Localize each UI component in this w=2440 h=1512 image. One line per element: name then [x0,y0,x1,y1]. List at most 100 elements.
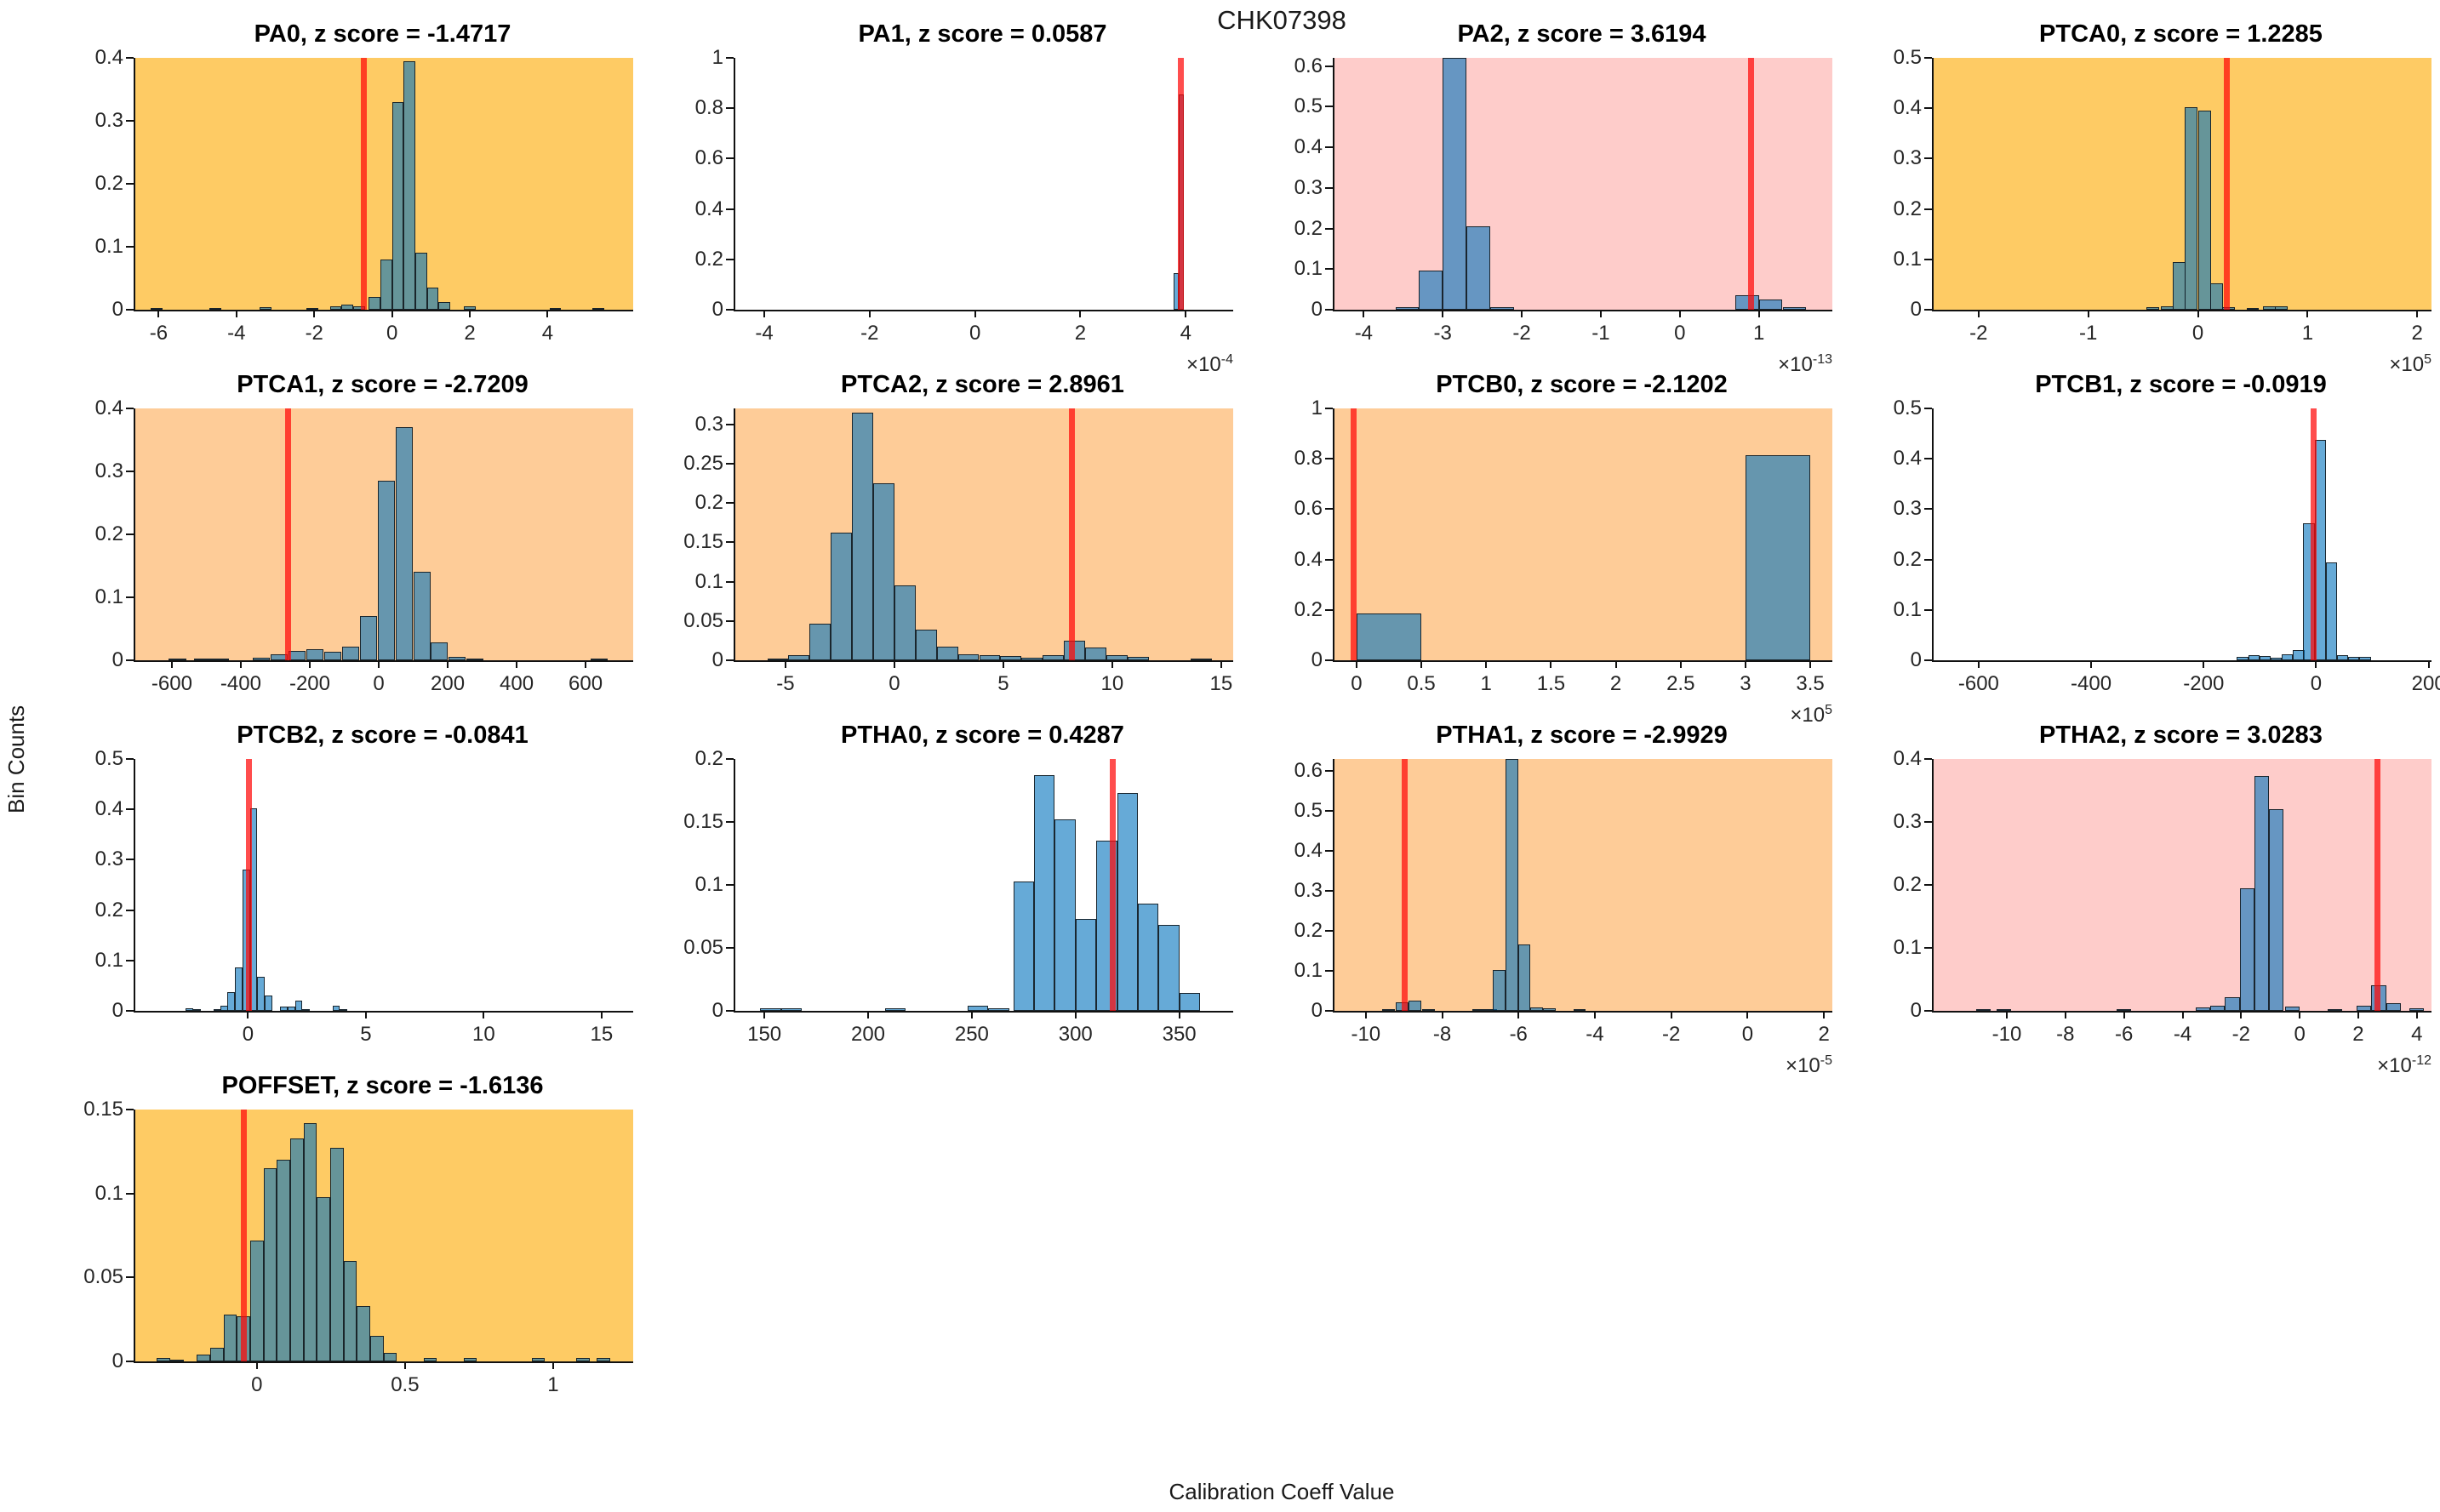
y-tick-mark [726,884,734,886]
y-tick-mark [1924,1010,1932,1012]
y-tick-mark [1924,458,1932,460]
y-tick-label: 0.1 [94,1181,123,1205]
y-tick-label: 0 [711,999,723,1022]
x-tick-label: -4 [1586,1023,1604,1046]
x-tick-mark [2181,1011,2184,1018]
histogram-bar [463,1358,477,1361]
histogram-bar [2386,1003,2401,1011]
x-tick-mark [2416,310,2419,317]
y-tick-mark [1924,558,1932,561]
x-tick-label: 5 [360,1023,372,1046]
histogram-bar [809,623,831,660]
histogram-bar [2282,653,2294,660]
histogram-bar [303,1122,317,1361]
y-tick-label: 0.2 [1893,547,1922,571]
histogram-bar [1734,294,1759,310]
y-tick-label: 0 [1311,648,1323,671]
y-tick-mark [126,309,134,311]
y-tick-label: 0.1 [1294,959,1323,983]
y-tick-mark [1924,608,1932,611]
histogram-bar [317,1196,330,1361]
histogram-bar [1466,226,1490,310]
y-tick-mark [726,947,734,949]
y-tick-label: 0 [111,1349,123,1372]
x-tick-mark [2123,1011,2125,1018]
x-tick-label: -200 [289,672,330,695]
y-tick-mark [1325,890,1333,893]
y-tick-label: 0.2 [94,172,123,195]
histogram-bar [2259,655,2271,660]
subplot-title: PTCA0, z score = 1.2285 [2039,20,2323,48]
histogram-bar [2117,1009,2132,1011]
y-tick-label: 0.15 [683,530,723,554]
axis-exponent-label: ×10-5 [1786,1053,1832,1077]
y-tick-mark [726,758,734,760]
x-tick-label: 0 [2294,1023,2306,1046]
x-tick-mark [255,1361,258,1369]
histogram-bar [185,1008,193,1011]
histogram-bar [1493,969,1506,1011]
y-tick-mark [126,1010,134,1012]
x-tick-mark [970,1011,973,1018]
y-tick-label: 0.2 [694,247,723,271]
x-tick-mark [974,310,976,317]
x-tick-label: 0 [2310,672,2323,695]
z-score-line [285,408,292,660]
x-tick-label: 200 [431,672,466,695]
histogram-bar [340,1008,348,1011]
x-tick-label: 4 [1180,322,1191,345]
histogram-bar [1996,1009,2012,1011]
y-tick-label: 0.05 [683,608,723,632]
y-tick-label: 0.3 [1294,879,1323,903]
x-tick-label: 0 [1674,322,1686,345]
y-tick-label: 0.5 [1893,46,1922,69]
y-tick-label: 0.4 [1294,547,1323,571]
histogram-bar [306,308,318,310]
histogram-bar [1179,993,1200,1011]
histogram-bar [1530,1007,1544,1011]
y-tick-mark [1325,408,1333,409]
histogram-bar [223,1314,237,1361]
y-tick-mark [726,1010,734,1012]
x-tick-label: -1 [1591,322,1610,345]
x-tick-label: 2 [2352,1023,2364,1046]
x-tick-label: 300 [1058,1023,1093,1046]
x-tick-label: -2 [305,322,323,345]
x-tick-label: 200 [2411,672,2440,695]
axis-exponent-label: ×10-4 [1186,352,1233,376]
histogram-bar [915,629,937,660]
histogram-bar [431,642,449,660]
histogram-bar [423,1358,437,1361]
histogram-bar [1471,1009,1485,1011]
histogram-bar [2348,656,2360,660]
y-tick-mark [1924,258,1932,260]
x-tick-mark [1679,660,1682,668]
z-score-line [1747,58,1754,310]
histogram-bar [263,1168,277,1361]
y-tick-mark [126,1109,134,1110]
histogram-bar [1745,454,1811,660]
x-tick-mark [1746,1011,1749,1018]
y-tick-label: 0.4 [1893,96,1922,120]
histogram-bar [831,533,853,660]
y-tick-label: 0.1 [1294,257,1323,281]
y-tick-label: 0.3 [1893,810,1922,833]
y-tick-mark [126,596,134,598]
histogram-bar [391,101,404,310]
y-tick-mark [1325,309,1333,311]
x-tick-label: -600 [151,672,192,695]
histogram-bar [1542,1007,1556,1011]
histogram-bar [2210,1006,2226,1011]
histogram-bar [329,1148,344,1361]
histogram-bar [341,305,353,310]
histogram-bar [2336,654,2349,660]
x-tick-mark [239,660,242,668]
histogram-bar [1054,819,1076,1011]
x-tick-label: -2 [1512,322,1531,345]
histogram-bar [1158,925,1180,1011]
x-tick-mark [2357,1011,2359,1018]
x-tick-mark [1355,660,1357,668]
histogram-bar [332,1005,340,1011]
x-tick-mark [378,660,380,668]
x-tick-mark [784,660,786,668]
